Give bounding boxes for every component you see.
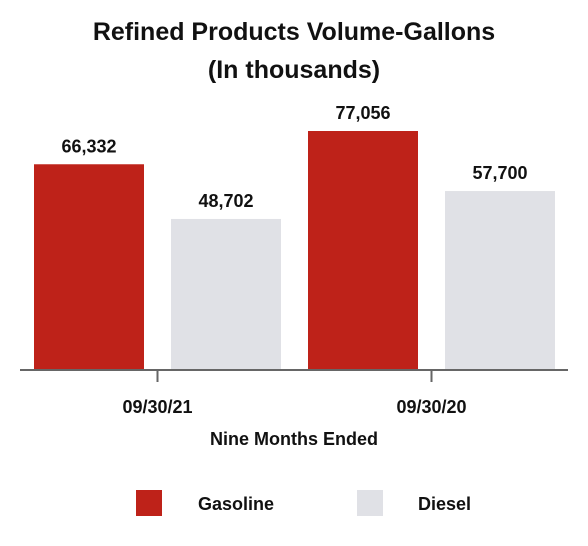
data-label-gasoline-0: 66,332 xyxy=(61,136,116,156)
chart-title: Refined Products Volume-Gallons xyxy=(93,18,495,46)
x-ticks-layer: 09/30/21 09/30/20 xyxy=(122,370,467,417)
chart-subtitle: (In thousands) xyxy=(208,56,380,84)
bar-diesel-0 xyxy=(171,218,281,370)
data-label-diesel-1: 57,700 xyxy=(472,163,527,183)
bar-gasoline-0 xyxy=(34,164,144,370)
legend-label-diesel: Diesel xyxy=(418,494,471,514)
data-labels-layer: 66,332 48,702 77,056 57,700 xyxy=(61,103,527,211)
legend-swatch-gasoline xyxy=(136,490,162,516)
x-axis-label: Nine Months Ended xyxy=(210,429,378,449)
bar-diesel-1 xyxy=(445,191,555,370)
x-tick-label-0: 09/30/21 xyxy=(122,397,192,417)
legend-label-gasoline: Gasoline xyxy=(198,494,274,514)
data-label-gasoline-1: 77,056 xyxy=(335,103,390,123)
legend: Gasoline Diesel xyxy=(136,490,471,516)
bars-layer xyxy=(34,131,555,370)
legend-swatch-diesel xyxy=(357,490,383,516)
x-tick-label-1: 09/30/20 xyxy=(396,397,466,417)
bar-gasoline-1 xyxy=(308,131,418,370)
data-label-diesel-0: 48,702 xyxy=(198,191,253,211)
